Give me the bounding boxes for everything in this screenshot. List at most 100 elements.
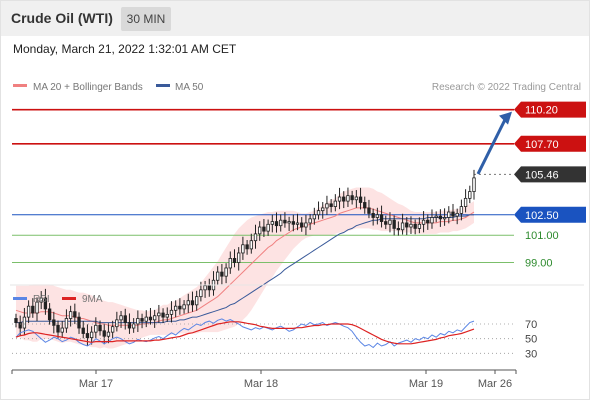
candle-body xyxy=(472,177,476,192)
candle-body xyxy=(241,244,245,254)
timestamp: Monday, March 21, 2022 1:32:01 AM CET xyxy=(13,42,237,56)
level-label-107.70: 107.70 xyxy=(525,139,559,151)
candle-body xyxy=(451,211,455,217)
level-label-99.00: 99.00 xyxy=(525,258,553,270)
candle-body xyxy=(31,305,35,314)
ma50-line xyxy=(16,214,474,324)
rsi-legend-label: RSI xyxy=(33,294,50,305)
candle-body xyxy=(258,226,262,235)
candle-body xyxy=(60,327,64,333)
candle-body xyxy=(115,319,119,328)
candle-body xyxy=(379,214,384,222)
candle-body xyxy=(325,203,329,209)
rsi-tick-70: 70 xyxy=(525,319,537,331)
candle-body xyxy=(455,212,459,217)
candle-body xyxy=(186,300,190,306)
candle-body xyxy=(350,195,354,201)
candle-body xyxy=(405,222,409,228)
x-axis-label: Mar 18 xyxy=(244,378,278,390)
candle-body xyxy=(459,206,464,214)
candle-body xyxy=(98,324,102,332)
level-label-102.50: 102.50 xyxy=(525,210,559,222)
ma20-legend-swatch xyxy=(13,84,27,87)
candle-body xyxy=(392,219,396,229)
candle-body xyxy=(308,218,312,224)
candle-body xyxy=(43,297,48,310)
candle-body xyxy=(56,324,60,333)
candle-body xyxy=(140,318,144,322)
level-tag-105.46 xyxy=(514,166,586,183)
candle-body xyxy=(262,226,266,232)
candle-body xyxy=(85,333,90,338)
candle-body xyxy=(329,203,333,207)
candle-body xyxy=(300,222,304,228)
candle-body xyxy=(270,221,274,225)
candle-body xyxy=(417,223,422,229)
candle-body xyxy=(354,196,359,201)
chart-header: Crude Oil (WTI) 30 MIN xyxy=(0,0,590,36)
candle-body xyxy=(216,271,220,281)
candle-body xyxy=(224,267,228,277)
candle-body xyxy=(190,300,195,306)
candle-body xyxy=(18,322,22,329)
candle-body xyxy=(442,217,447,220)
x-axis-label: Mar 26 xyxy=(478,378,512,390)
candle-body xyxy=(26,305,31,318)
rsi-legend-swatch xyxy=(13,297,27,300)
level-label-110.20: 110.20 xyxy=(525,105,558,117)
candle-body xyxy=(384,221,388,225)
candle-body xyxy=(287,221,291,224)
candle-body xyxy=(136,318,140,325)
candle-body xyxy=(144,316,148,322)
projection-arrow-head xyxy=(499,111,512,125)
level-label-105.46: 105.46 xyxy=(525,169,559,181)
candle-body xyxy=(342,196,346,202)
candle-body xyxy=(77,316,81,329)
rsi-tick-50: 50 xyxy=(525,334,537,346)
ma9-legend-label: 9MA xyxy=(82,294,103,305)
projection-arrow xyxy=(476,116,508,175)
candle-body xyxy=(173,305,178,311)
candle-body xyxy=(316,210,321,216)
candle-body xyxy=(81,327,85,334)
candle-body xyxy=(400,222,405,231)
credit-text: Research © 2022 Trading Central xyxy=(432,82,581,93)
candle-body xyxy=(169,309,174,315)
candle-body xyxy=(426,219,430,224)
x-axis-label: Mar 17 xyxy=(79,378,113,390)
candle-body xyxy=(35,301,39,314)
timeframe-badge[interactable]: 30 MIN xyxy=(121,7,171,31)
candle-body xyxy=(157,312,161,317)
bollinger-band xyxy=(16,187,474,349)
candle-body xyxy=(119,315,123,321)
candle-body xyxy=(409,223,413,228)
candle-body xyxy=(421,219,426,225)
x-axis-label: Mar 19 xyxy=(409,378,443,390)
candle-body xyxy=(358,196,363,203)
candle-body xyxy=(39,297,43,303)
level-tag-107.70 xyxy=(514,135,586,152)
candle-body xyxy=(195,296,199,306)
candle-body xyxy=(106,331,111,337)
candle-body xyxy=(291,221,295,225)
candle-body xyxy=(127,322,132,329)
candle-body xyxy=(430,217,434,224)
candle-body xyxy=(346,195,350,202)
candle-body xyxy=(283,219,287,224)
candle-body xyxy=(182,304,186,310)
candle-body xyxy=(199,289,203,298)
candle-body xyxy=(295,222,300,225)
candle-body xyxy=(274,221,279,227)
candle-body xyxy=(245,244,249,250)
candle-body xyxy=(89,331,94,338)
level-label-101.00: 101.00 xyxy=(525,230,559,242)
level-tag-110.20 xyxy=(514,101,586,118)
candle-body xyxy=(468,191,472,199)
ma9-legend-swatch xyxy=(62,297,76,300)
candle-body xyxy=(14,318,18,323)
candle-body xyxy=(434,215,438,218)
candle-body xyxy=(152,315,157,321)
candle-body xyxy=(94,324,98,333)
candle-body xyxy=(73,311,77,318)
candle-body xyxy=(47,308,52,321)
